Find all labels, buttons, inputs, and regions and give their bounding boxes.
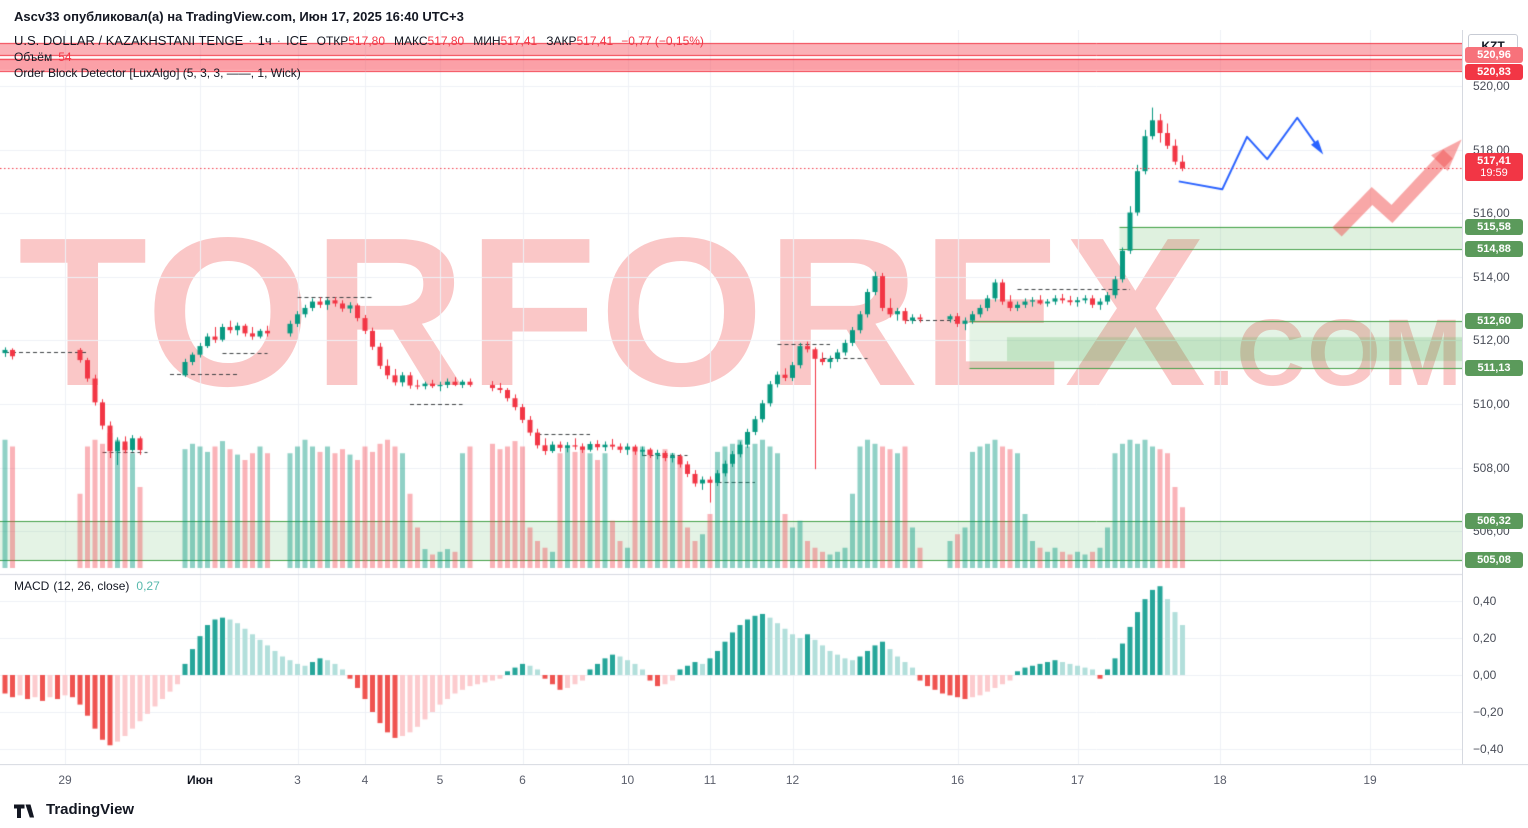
high-label: МАКС: [394, 34, 428, 48]
tradingview-brand-text: TradingView: [46, 801, 135, 818]
macd-tick-label: −0,40: [1473, 742, 1504, 756]
time-axis-label: 29: [58, 773, 72, 787]
macd-tick-label: 0,20: [1473, 631, 1497, 645]
separator: ·: [276, 33, 281, 48]
macd-name: MACD: [14, 579, 50, 593]
publish-header: Ascv33 опубликовал(а) на TradingView.com…: [14, 9, 464, 24]
macd-tick-label: 0,40: [1473, 594, 1497, 608]
price-tick-label: 508,00: [1473, 460, 1510, 475]
macd-params: (12, 26, close): [53, 579, 130, 593]
interval-label[interactable]: 1ч: [257, 33, 272, 48]
time-axis-label: 3: [294, 773, 301, 787]
time-axis-label: 12: [785, 773, 800, 787]
tradingview-logo-icon: [14, 804, 35, 818]
price-level-badge: 520,83: [1465, 64, 1523, 81]
time-axis-label: 6: [519, 773, 526, 787]
time-axis-label: 10: [620, 773, 635, 787]
time-axis-label: 11: [703, 773, 717, 787]
price-level-badge: 511,13: [1465, 360, 1523, 377]
exchange-label[interactable]: ICE: [285, 33, 308, 48]
close-label: ЗАКР: [546, 34, 577, 48]
separator: ·: [248, 33, 253, 48]
time-axis-label: 17: [1070, 773, 1085, 787]
change-value: −0,77 (−0,15%): [621, 34, 704, 48]
time-axis-label: 18: [1213, 773, 1227, 787]
tradingview-logo[interactable]: TradingView: [14, 801, 134, 818]
macd-tick-label: −0,20: [1473, 705, 1504, 719]
price-tick-label: 520,00: [1473, 78, 1510, 93]
time-axis-label: 5: [436, 773, 444, 787]
symbol-title[interactable]: U.S. DOLLAR / KAZAKHSTANI TENGE: [14, 33, 244, 48]
time-axis[interactable]: 29 Июн 3 4 5 6 10 11 12 16 17 18 19: [0, 766, 1462, 794]
price-level-badge: 515,58: [1465, 218, 1523, 235]
time-axis-label: 16: [950, 773, 965, 787]
price-tick-label: 516,00: [1473, 206, 1510, 221]
price-tick-label: 512,00: [1473, 333, 1510, 348]
open-value: 517,80: [348, 34, 385, 48]
countdown-timer: 19:59: [1480, 167, 1508, 180]
macd-tick-label: 0,00: [1473, 668, 1497, 682]
volume-value: 54: [58, 50, 72, 64]
symbol-row: U.S. DOLLAR / KAZAKHSTANI TENGE · 1ч · ICE ОТ…: [14, 33, 704, 49]
price-tick-label: 514,00: [1473, 269, 1510, 284]
price-tick-label: 510,00: [1473, 396, 1510, 411]
price-level-badge: 514,88: [1465, 240, 1523, 257]
low-label: МИН: [473, 34, 501, 48]
high-value: 517,80: [427, 34, 465, 48]
time-axis-label: 4: [361, 773, 369, 787]
indicator-title: Order Block Detector [LuxAlgo] (5, 3, 3,…: [14, 66, 301, 80]
price-tick-label: 518,00: [1473, 142, 1510, 157]
volume-row[interactable]: Объём 54: [14, 50, 704, 65]
time-axis-label: 19: [1363, 773, 1377, 787]
close-value: 517,41: [576, 34, 614, 48]
indicator-row[interactable]: Order Block Detector [LuxAlgo] (5, 3, 3,…: [14, 66, 704, 81]
open-label: ОТКР: [316, 34, 349, 48]
price-level-badge: 506,32: [1465, 512, 1523, 529]
low-value: 517,41: [500, 34, 538, 48]
macd-legend[interactable]: MACD (12, 26, close) 0,27: [14, 579, 160, 593]
price-level-badge: 520,96: [1465, 47, 1523, 64]
volume-label: Объём: [14, 50, 53, 64]
time-axis-label: Июн: [186, 773, 214, 787]
price-scale[interactable]: KZT 520,00 518,00 516,00 514,00 512,00 510,00…: [1462, 30, 1528, 764]
footer-bar: TradingView: [0, 794, 1528, 828]
macd-value: 0,27: [136, 579, 160, 593]
price-level-badge: 505,08: [1465, 552, 1523, 569]
price-level-badge: 512,60: [1465, 313, 1523, 330]
chart-legend: U.S. DOLLAR / KAZAKHSTANI TENGE · 1ч · ICE ОТ…: [14, 33, 704, 81]
last-price-badge: 517,41 19:59: [1465, 153, 1523, 182]
